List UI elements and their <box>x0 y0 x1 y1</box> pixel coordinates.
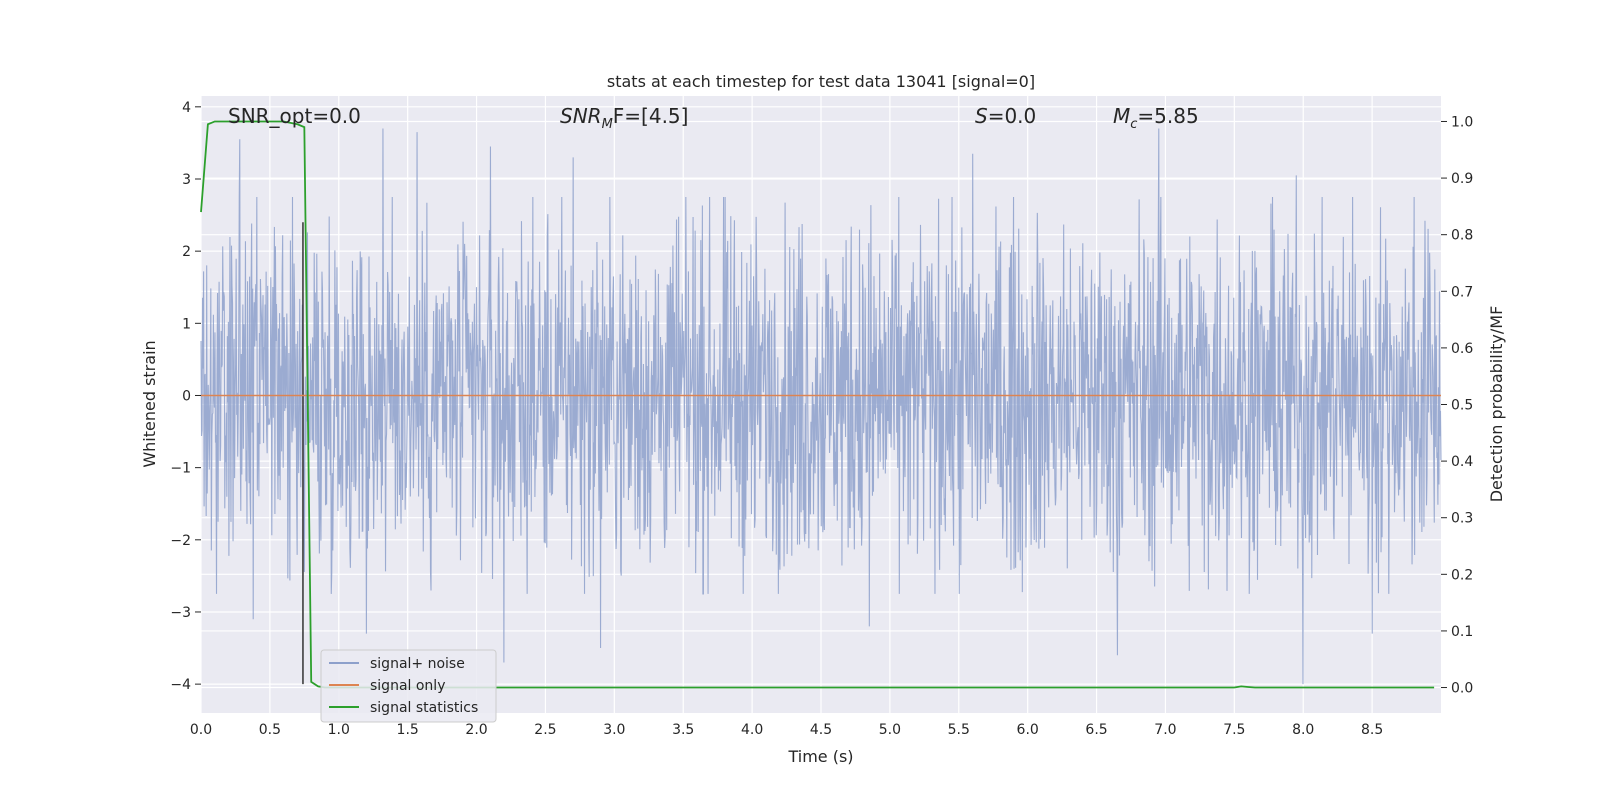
x-tick-label: 5.5 <box>948 722 970 738</box>
annotation-mc-sub: c <box>1130 117 1137 132</box>
y-tick-label: −4 <box>170 677 191 693</box>
y-axis-label: Whitened strain <box>140 340 159 467</box>
x-tick-label: 6.5 <box>1085 722 1107 738</box>
y2-tick-label: 0.4 <box>1451 454 1473 470</box>
x-tick-label: 1.0 <box>328 722 350 738</box>
x-tick-label: 3.5 <box>672 722 694 738</box>
x-tick-label: 8.0 <box>1292 722 1314 738</box>
legend: signal+ noise signal only signal statist… <box>320 649 497 723</box>
x-tick-label: 8.5 <box>1361 722 1383 738</box>
x-tick-labels: 0.0 0.5 1.0 1.5 2.0 2.5 3.0 3.5 4.0 4.5 5.0 5.5 6.0 6… <box>190 722 1383 738</box>
y-tick-label: 3 <box>182 172 191 188</box>
x-tick-label: 7.5 <box>1223 722 1245 738</box>
y2-tick-label: 0.8 <box>1451 228 1473 244</box>
x-tick-label: 5.0 <box>879 722 901 738</box>
y2-tick-label: 0.6 <box>1451 341 1473 357</box>
y-tick-label: −1 <box>170 461 191 477</box>
legend-label-signal-statistics: signal statistics <box>370 700 478 716</box>
annotation-s-rest: =0.0 <box>988 104 1037 128</box>
x-tick-label: 2.0 <box>465 722 487 738</box>
legend-label-signal-noise: signal+ noise <box>370 656 465 672</box>
x-tick-label: 1.5 <box>397 722 419 738</box>
y2-tick-label: 0.3 <box>1451 511 1473 527</box>
y2-tick-labels: 1.0 0.9 0.8 0.7 0.6 0.5 0.4 0.3 0.2 0.1 0.0 <box>1441 114 1473 697</box>
x-tick-label: 4.5 <box>810 722 832 738</box>
x-tick-label: 4.0 <box>741 722 763 738</box>
y2-tick-label: 0.2 <box>1451 567 1473 583</box>
annotation-snr-mf-sub: M <box>602 117 613 132</box>
x-tick-label: 0.0 <box>190 722 212 738</box>
chart-title: stats at each timestep for test data 130… <box>607 72 1035 91</box>
y2-tick-label: 0.7 <box>1451 284 1473 300</box>
y-tick-label: 4 <box>182 100 191 116</box>
y-tick-label: −3 <box>170 605 191 621</box>
y-tick-label: 0 <box>182 388 191 404</box>
annotation-snr-mf: SNRMF=[4.5] <box>560 104 688 132</box>
y2-tick-label: 1.0 <box>1451 114 1473 130</box>
y-tick-labels: 4 3 2 1 0 −1 −2 −3 −4 <box>170 100 201 693</box>
annotation-s: S=0.0 <box>975 104 1036 128</box>
x-axis-label: Time (s) <box>787 747 853 766</box>
annotation-s-main: S <box>975 104 988 128</box>
series-signal-noise-line <box>200 128 1442 685</box>
x-tick-label: 7.0 <box>1154 722 1176 738</box>
x-tick-label: 3.0 <box>603 722 625 738</box>
x-tick-label: 6.0 <box>1017 722 1039 738</box>
annotation-snr-mf-main: SNR <box>560 104 602 128</box>
x-tick-label: 2.5 <box>534 722 556 738</box>
annotation-mc-main: M <box>1113 104 1130 128</box>
y2-tick-label: 0.5 <box>1451 398 1473 414</box>
y2-tick-label: 0.0 <box>1451 681 1473 697</box>
y2-axis-label: Detection probability/MF <box>1487 306 1506 503</box>
annotation-mc: Mc=5.85 <box>1113 104 1199 132</box>
y2-tick-label: 0.9 <box>1451 171 1473 187</box>
x-tick-label: 0.5 <box>259 722 281 738</box>
noise-series <box>200 128 1442 685</box>
y-tick-label: 1 <box>182 316 191 332</box>
y-tick-label: −2 <box>170 533 191 549</box>
legend-box <box>320 649 497 723</box>
annotation-mc-rest: =5.85 <box>1137 104 1198 128</box>
y2-tick-label: 0.1 <box>1451 624 1473 640</box>
legend-label-signal-only: signal only <box>370 678 445 694</box>
annotation-snr-opt: SNR_opt=0.0 <box>228 104 361 128</box>
y-tick-label: 2 <box>182 244 191 260</box>
annotation-snr-mf-rest: F=[4.5] <box>613 104 689 128</box>
